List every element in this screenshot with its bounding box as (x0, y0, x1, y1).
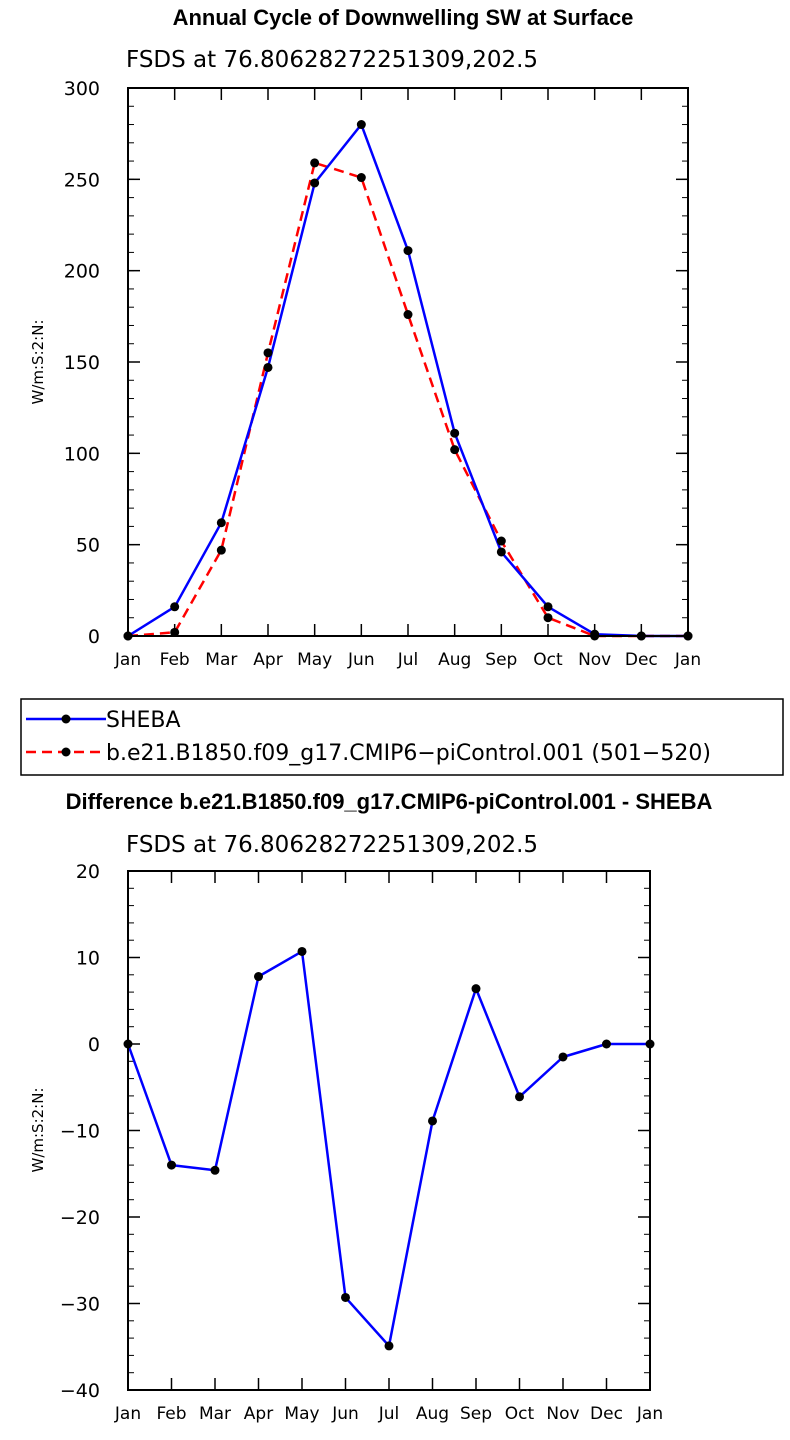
legend: SHEBA b.e21.B1850.f09_g17.CMIP6−piContro… (20, 698, 784, 776)
data-point (515, 1092, 524, 1102)
x-tick-label: Dec (590, 1404, 623, 1424)
data-point (170, 602, 180, 612)
x-tick-label: May (297, 650, 332, 670)
x-tick-label: Jun (347, 650, 375, 670)
y-tick-label: 0 (88, 626, 100, 648)
y-tick-label: 300 (64, 78, 100, 100)
difference-panel: Difference b.e21.B1850.f09_g17.CMIP6-piC… (29, 789, 712, 1424)
x-tick-label: Jan (114, 650, 141, 670)
data-point (356, 120, 366, 130)
data-point (471, 984, 481, 994)
x-tick-label: Sep (485, 650, 517, 670)
data-point (170, 627, 180, 637)
data-point (558, 1052, 568, 1062)
y-tick-label: 250 (64, 169, 100, 191)
data-point (310, 158, 320, 168)
y-tick-label: 10 (76, 948, 100, 970)
x-tick-label: Nov (546, 1404, 579, 1424)
y-tick-labels: −40 −30 −20 −10 0 10 20 (60, 861, 100, 1402)
x-tick-label: Aug (416, 1404, 449, 1424)
x-tick-label: Dec (625, 650, 658, 670)
x-tick-label: Jan (674, 650, 701, 670)
x-tick-label: Jul (378, 1404, 400, 1424)
annual-cycle-panel: Annual Cycle of Downwelling SW at Surfac… (29, 5, 701, 670)
data-point (543, 602, 553, 612)
data-point (403, 310, 413, 320)
series-markers (123, 120, 693, 641)
data-point (356, 173, 366, 183)
series-lines (127, 123, 688, 638)
data-point (216, 518, 226, 528)
x-tick-labels: Jan Feb Mar Apr May Jun Jul Aug Sep Oct Nov Dec Jan (114, 650, 701, 670)
data-point (602, 1039, 611, 1049)
legend-box (20, 698, 784, 776)
data-point (297, 946, 307, 956)
chart-subtitle: FSDS at 76.80628272251309,202.5 (126, 832, 538, 858)
x-tick-label: Jan (114, 1404, 141, 1424)
data-point (496, 547, 506, 557)
x-tick-label: Jan (636, 1404, 663, 1424)
data-point (450, 428, 460, 438)
x-tick-label: Oct (505, 1404, 535, 1424)
chart-title: Difference b.e21.B1850.f09_g17.CMIP6-piC… (66, 789, 713, 814)
axis-ticks (127, 87, 689, 637)
data-point (428, 1116, 437, 1126)
legend-marker-sheba (61, 714, 71, 724)
data-point (167, 1160, 176, 1170)
y-tick-label: 200 (64, 261, 100, 283)
y-tick-label: −40 (60, 1380, 100, 1402)
x-tick-label: Mar (205, 650, 237, 670)
y-tick-label: 20 (76, 861, 100, 883)
y-tick-label: −20 (60, 1207, 100, 1229)
x-tick-label: Apr (253, 650, 282, 670)
x-tick-label: Jun (331, 1404, 359, 1424)
y-tick-label: 150 (64, 352, 100, 374)
data-point (384, 1341, 394, 1351)
x-tick-label: Aug (438, 650, 471, 670)
data-point (210, 1165, 220, 1175)
x-tick-label: Nov (578, 650, 611, 670)
data-point (263, 362, 273, 372)
series-line (127, 161, 688, 638)
legend-label-sheba: SHEBA (106, 708, 181, 733)
series-lines (126, 950, 650, 1348)
data-point (403, 246, 413, 256)
data-point (310, 178, 320, 188)
y-tick-labels: 0 50 100 150 200 250 300 (64, 78, 100, 648)
series-line (127, 123, 688, 638)
data-point (216, 545, 226, 555)
x-tick-label: Feb (156, 1404, 186, 1424)
chart-subtitle: FSDS at 76.80628272251309,202.5 (126, 47, 538, 73)
data-point (496, 536, 506, 546)
y-tick-label: 50 (76, 535, 100, 557)
axis-ticks (127, 870, 651, 1391)
x-tick-labels: Jan Feb Mar Apr May Jun Jul Aug Sep Oct Nov Dec Jan (114, 1404, 663, 1424)
x-tick-label: Feb (160, 650, 190, 670)
plot-frame (127, 870, 651, 1391)
x-tick-label: May (284, 1404, 319, 1424)
data-point (543, 613, 553, 623)
series-markers (123, 946, 655, 1351)
y-tick-label: −30 (60, 1294, 100, 1316)
chart-title: Annual Cycle of Downwelling SW at Surfac… (173, 5, 634, 30)
x-tick-label: Jul (397, 650, 419, 670)
series-line (126, 950, 650, 1348)
y-axis-label: W/m:S:2:N: (29, 320, 47, 405)
data-point (263, 348, 273, 358)
x-tick-label: Oct (533, 650, 563, 670)
y-axis-label: W/m:S:2:N: (29, 1088, 47, 1173)
x-tick-label: Apr (244, 1404, 273, 1424)
legend-label-model: b.e21.B1850.f09_g17.CMIP6−piControl.001 … (106, 741, 711, 766)
data-point (341, 1292, 350, 1302)
y-tick-label: 100 (64, 443, 100, 465)
data-point (450, 445, 460, 455)
plot-frame (127, 87, 689, 637)
x-tick-label: Sep (460, 1404, 492, 1424)
y-tick-label: 0 (88, 1034, 100, 1056)
legend-marker-model (61, 747, 71, 757)
data-point (254, 972, 263, 982)
x-tick-label: Mar (199, 1404, 231, 1424)
y-tick-label: −10 (60, 1121, 100, 1143)
